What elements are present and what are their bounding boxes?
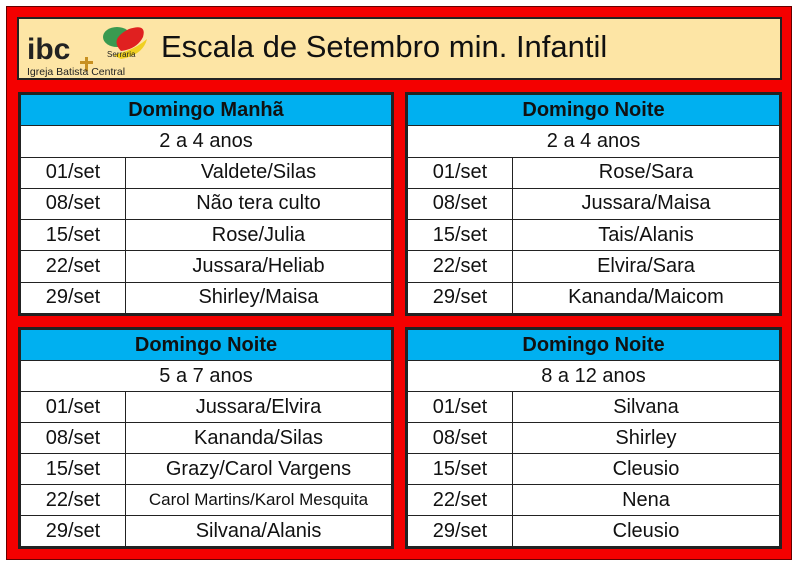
schedule-block: Domingo Manhã 2 a 4 anos 01/set Valdete/Si… — [18, 92, 394, 316]
names-cell: Grazy/Carol Vargens — [125, 453, 392, 485]
page-title: Escala de Setembro min. Infantil — [161, 29, 608, 64]
names-cell: Valdete/Silas — [125, 156, 392, 189]
date-cell: 22/set — [407, 250, 513, 283]
block-heading: Domingo Noite — [20, 329, 392, 361]
names-cell: Silvana — [512, 391, 780, 423]
date-cell: 08/set — [407, 422, 513, 454]
church-logo: ibc Serraria Igreja Batista Central — [25, 21, 155, 79]
age-group: 2 a 4 anos — [20, 125, 392, 158]
table-row: 15/set Rose/Julia — [20, 219, 392, 252]
svg-text:Igreja Batista Central: Igreja Batista Central — [27, 66, 125, 78]
svg-text:Serraria: Serraria — [107, 50, 136, 59]
names-cell: Nena — [512, 484, 780, 516]
names-cell: Tais/Alanis — [512, 219, 780, 252]
names-cell: Rose/Julia — [125, 219, 392, 252]
table-row: 08/set Não tera culto — [20, 187, 392, 221]
names-cell: Kananda/Silas — [125, 422, 392, 454]
date-cell: 15/set — [20, 219, 126, 252]
table-row: 22/set Carol Martins/Karol Mesquita — [20, 484, 392, 516]
names-cell: Elvira/Sara — [512, 250, 780, 283]
table-row: 29/set Kananda/Maicom — [407, 281, 780, 315]
date-cell: 15/set — [20, 453, 126, 485]
names-cell: Cleusio — [512, 515, 780, 547]
block-heading: Domingo Manhã — [20, 93, 392, 127]
date-cell: 01/set — [20, 391, 126, 423]
names-cell: Não tera culto — [125, 187, 392, 221]
date-cell: 08/set — [20, 422, 126, 454]
table-row: 29/set Shirley/Maisa — [20, 281, 392, 315]
names-cell: Cleusio — [512, 453, 780, 485]
names-cell: Silvana/Alanis — [125, 515, 392, 547]
table-row: 22/set Jussara/Heliab — [20, 250, 392, 283]
age-group: 2 a 4 anos — [407, 125, 780, 158]
names-cell: Jussara/Maisa — [512, 187, 780, 221]
schedule-block: Domingo Noite 2 a 4 anos 01/set Rose/Sara 0… — [405, 92, 782, 316]
date-cell: 08/set — [407, 187, 513, 221]
date-cell: 29/set — [20, 515, 126, 547]
age-group: 5 a 7 anos — [20, 360, 392, 392]
date-cell: 29/set — [20, 281, 126, 315]
date-cell: 08/set — [20, 187, 126, 221]
table-row: 29/set Silvana/Alanis — [20, 515, 392, 547]
table-row: 01/set Rose/Sara — [407, 156, 780, 189]
names-cell: Jussara/Heliab — [125, 250, 392, 283]
table-row: 01/set Valdete/Silas — [20, 156, 392, 189]
table-row: 01/set Jussara/Elvira — [20, 391, 392, 423]
date-cell: 15/set — [407, 453, 513, 485]
date-cell: 01/set — [20, 156, 126, 189]
date-cell: 29/set — [407, 515, 513, 547]
names-cell: Shirley/Maisa — [125, 281, 392, 315]
schedule-block: Domingo Noite 5 a 7 anos 01/set Jussara/El… — [18, 327, 394, 549]
schedule-block: Domingo Noite 8 a 12 anos 01/set Silvana 08… — [405, 327, 782, 549]
heart-logo-icon: ibc Serraria Igreja Batista Central — [27, 27, 147, 78]
age-group: 8 a 12 anos — [407, 360, 780, 392]
table-row: 08/set Shirley — [407, 422, 780, 454]
date-cell: 22/set — [407, 484, 513, 516]
names-cell: Shirley — [512, 422, 780, 454]
svg-text:ibc: ibc — [27, 33, 70, 66]
date-cell: 29/set — [407, 281, 513, 315]
table-row: 22/set Nena — [407, 484, 780, 516]
names-cell: Kananda/Maicom — [512, 281, 780, 315]
table-row: 08/set Jussara/Maisa — [407, 187, 780, 221]
table-row: 01/set Silvana — [407, 391, 780, 423]
table-row: 15/set Grazy/Carol Vargens — [20, 453, 392, 485]
date-cell: 01/set — [407, 391, 513, 423]
table-row: 08/set Kananda/Silas — [20, 422, 392, 454]
date-cell: 15/set — [407, 219, 513, 252]
names-cell: Jussara/Elvira — [125, 391, 392, 423]
block-heading: Domingo Noite — [407, 329, 780, 361]
table-row: 15/set Cleusio — [407, 453, 780, 485]
date-cell: 01/set — [407, 156, 513, 189]
names-cell: Rose/Sara — [512, 156, 780, 189]
date-cell: 22/set — [20, 484, 126, 516]
table-row: 15/set Tais/Alanis — [407, 219, 780, 252]
block-heading: Domingo Noite — [407, 93, 780, 127]
table-row: 22/set Elvira/Sara — [407, 250, 780, 283]
names-cell: Carol Martins/Karol Mesquita — [125, 484, 392, 516]
header-banner: ibc Serraria Igreja Batista Central Esca… — [17, 17, 782, 80]
table-row: 29/set Cleusio — [407, 515, 780, 547]
date-cell: 22/set — [20, 250, 126, 283]
